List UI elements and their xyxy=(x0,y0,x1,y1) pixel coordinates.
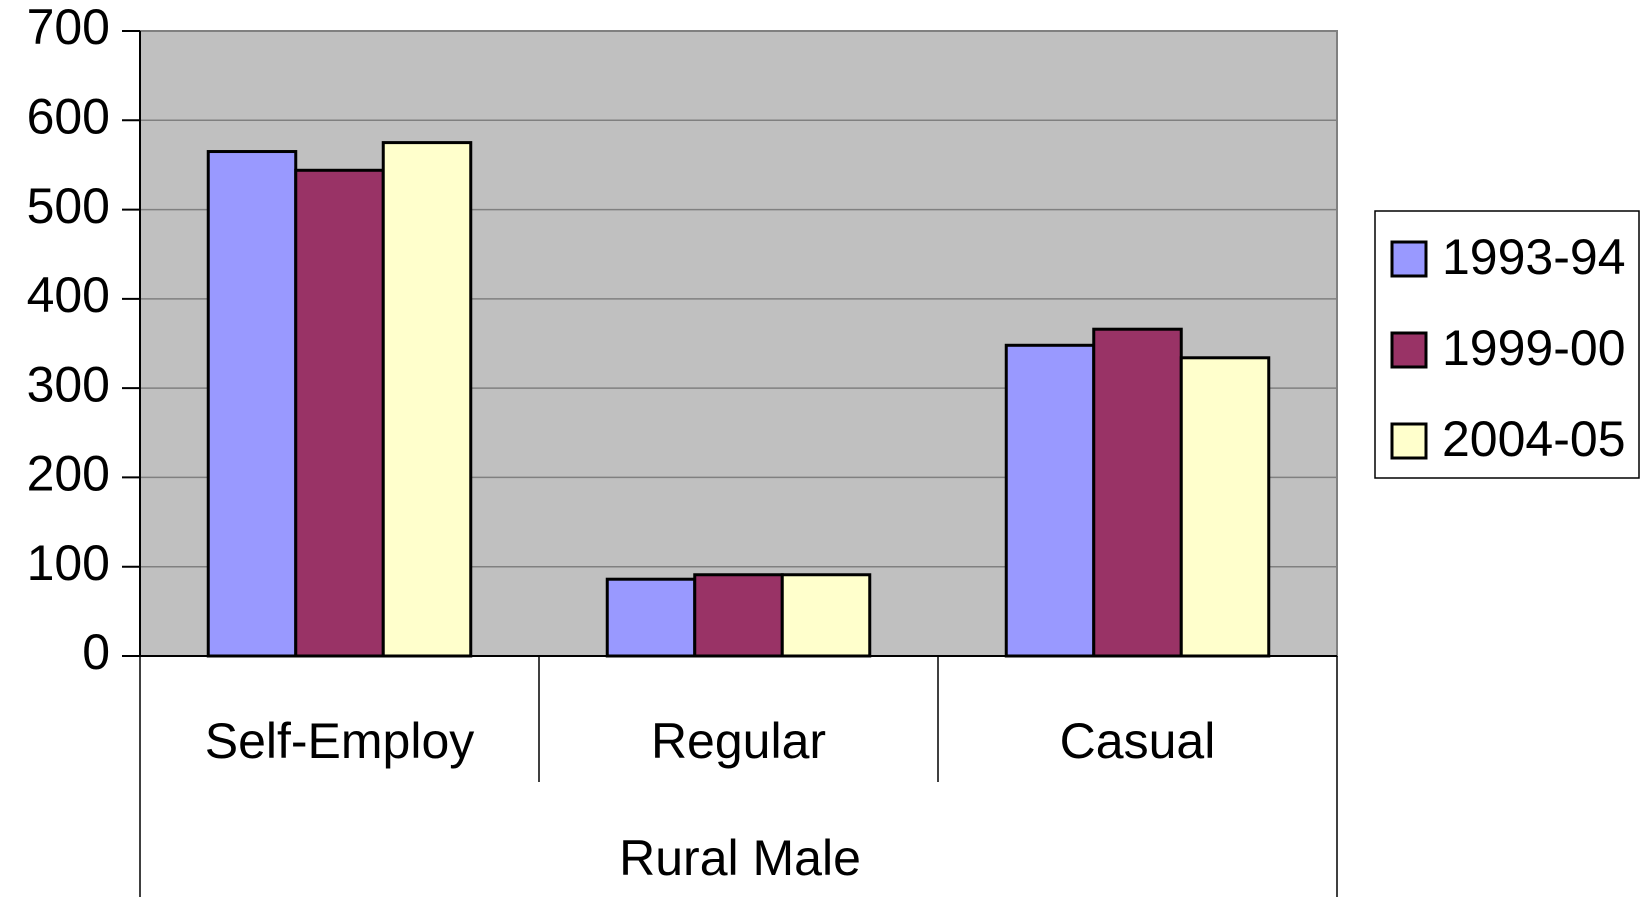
bar xyxy=(693,573,784,658)
legend-label: 1993-94 xyxy=(1442,229,1626,285)
group-label: Rural Male xyxy=(619,830,861,886)
legend-swatch xyxy=(1390,422,1428,460)
bar xyxy=(1179,356,1271,658)
legend-label: 2004-05 xyxy=(1442,411,1626,467)
bar xyxy=(294,168,385,658)
x-tick-label: Regular xyxy=(651,713,826,769)
x-tick-label: Casual xyxy=(1060,713,1216,769)
y-tick-label: 200 xyxy=(27,446,110,502)
y-tick-label: 300 xyxy=(27,356,110,412)
legend-swatch xyxy=(1390,331,1428,369)
bar xyxy=(1092,327,1183,658)
legend-label: 1999-00 xyxy=(1442,320,1626,376)
y-tick-label: 100 xyxy=(27,535,110,591)
bar xyxy=(605,577,697,658)
x-tick-label: Self-Employ xyxy=(205,713,475,769)
legend-swatch xyxy=(1390,240,1428,278)
bar xyxy=(1004,343,1096,658)
y-tick-label: 400 xyxy=(27,267,110,323)
y-tick-label: 0 xyxy=(82,624,110,680)
y-tick-label: 500 xyxy=(27,178,110,234)
y-tick-label: 700 xyxy=(27,0,110,55)
y-tick-label: 600 xyxy=(27,88,110,144)
bar xyxy=(780,573,872,658)
bar xyxy=(381,141,473,658)
bar xyxy=(206,150,298,658)
